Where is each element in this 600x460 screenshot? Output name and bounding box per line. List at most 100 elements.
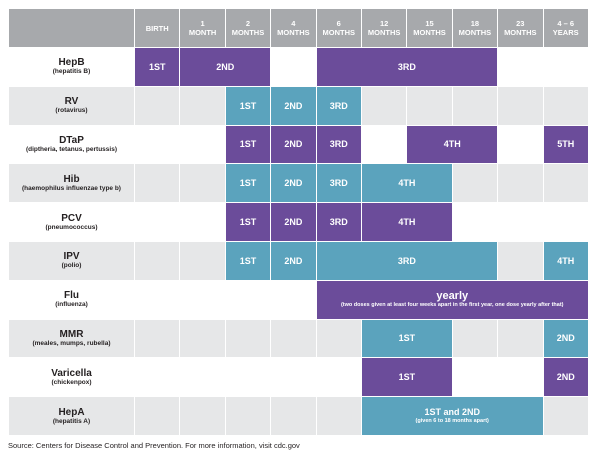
dose-cell: 2ND — [270, 202, 317, 242]
vaccine-name: IPV — [63, 251, 80, 263]
empty-cell — [179, 396, 226, 436]
vaccine-row-varicella: Varicella (chickenpox) 1ST 2ND — [8, 357, 589, 398]
empty-cell — [224, 318, 272, 359]
vaccine-label: MMR (meales, mumps, rubella) — [8, 318, 135, 359]
dose-cell: 2ND — [179, 47, 272, 87]
vaccine-description: (rotavirus) — [55, 107, 88, 115]
dose-cell: 4TH — [360, 163, 453, 204]
dose-cell: 5TH — [542, 124, 589, 165]
vaccine-name: Varicella — [51, 367, 92, 379]
dose-cell: 4TH — [360, 202, 453, 242]
header-label: 18 MONTHS — [458, 19, 492, 37]
empty-cell — [133, 202, 181, 242]
dose-cell: 4TH — [406, 124, 499, 165]
empty-cell — [270, 396, 317, 436]
header-15-months: 15 MONTHS — [406, 8, 453, 48]
header-18-months: 18 MONTHS — [451, 8, 499, 48]
header-label: 12 MONTHS — [367, 19, 401, 37]
empty-cell — [179, 163, 226, 204]
empty-cell — [315, 357, 362, 398]
dose-cell: 3RD — [315, 124, 362, 165]
empty-cell — [179, 85, 226, 126]
empty-cell — [179, 124, 226, 165]
dose-cell: 1ST — [224, 240, 272, 281]
empty-cell — [497, 47, 544, 87]
empty-cell — [133, 357, 181, 398]
vaccine-name: DTaP — [59, 134, 84, 146]
empty-cell — [179, 318, 226, 359]
dose-cell: 1ST — [224, 85, 272, 126]
empty-cell — [179, 202, 226, 242]
empty-cell — [270, 318, 317, 359]
vaccine-row-hepb: HepB (hepatitis B) 1ST 2ND 3RD — [8, 47, 589, 87]
empty-cell — [315, 318, 362, 359]
dose-cell: 1ST — [133, 47, 181, 87]
empty-cell — [224, 396, 272, 436]
header-12-months: 12 MONTHS — [360, 8, 408, 48]
header-2-months: 2 MONTHS — [224, 8, 272, 48]
header-1-month: 1 MONTH — [179, 8, 226, 48]
vaccine-description: (haemophilus influenzae type b) — [22, 184, 121, 192]
header-label: 6 MONTHS — [322, 19, 356, 37]
vaccine-row-hib: Hib (haemophilus influenzae type b) 1ST … — [8, 163, 589, 204]
empty-cell — [451, 357, 499, 398]
empty-cell — [179, 240, 226, 281]
empty-cell — [542, 163, 589, 204]
empty-cell — [133, 124, 181, 165]
empty-cell — [270, 47, 317, 87]
header-label: 1 MONTH — [188, 19, 217, 37]
vaccine-label: Varicella (chickenpox) — [8, 357, 135, 398]
dose-cell: 1ST — [224, 202, 272, 242]
dose-cell: 2ND — [270, 163, 317, 204]
empty-cell — [542, 85, 589, 126]
empty-cell — [497, 357, 544, 398]
vaccine-name: Hib — [63, 173, 80, 185]
vaccine-label: HepA (hepatitis A) — [8, 396, 135, 436]
dose-cell: 4TH — [542, 240, 589, 281]
dose-cell: 1ST — [224, 124, 272, 165]
vaccine-description: (meales, mumps, rubella) — [32, 339, 111, 347]
vaccine-name: HepA — [58, 406, 85, 418]
vaccine-row-hepa: HepA (hepatitis A) 1ST and 2ND (given 6 … — [8, 396, 589, 436]
dose-cell: 2ND — [542, 318, 589, 359]
vaccine-schedule-table: BIRTH 1 MONTH 2 MONTHS 4 MONTHS 6 MONTHS 12 M… — [8, 8, 589, 436]
empty-cell — [133, 396, 181, 436]
empty-cell — [451, 318, 499, 359]
empty-cell — [133, 279, 181, 320]
empty-cell — [497, 85, 544, 126]
empty-cell — [542, 396, 589, 436]
vaccine-description: (influenza) — [55, 301, 88, 309]
dose-cell: 1ST — [224, 163, 272, 204]
header-label: 2 MONTHS — [231, 19, 265, 37]
vaccine-label: IPV (polio) — [8, 240, 135, 281]
header-label: BIRTH — [145, 23, 169, 33]
dose-note: (given 6 to 18 months apart) — [415, 418, 489, 425]
source-note: Source: Centers for Disease Control and … — [8, 441, 300, 450]
empty-cell — [451, 163, 499, 204]
header-label: 15 MONTHS — [413, 19, 446, 37]
header-label: 4 – 6 YEARS — [552, 19, 579, 37]
empty-cell — [406, 85, 453, 126]
vaccine-row-mmr: MMR (meales, mumps, rubella) 1ST 2ND — [8, 318, 589, 359]
vaccine-label: Hib (haemophilus influenzae type b) — [8, 163, 135, 204]
dose-cell: 3RD — [315, 163, 362, 204]
header-4-months: 4 MONTHS — [270, 8, 317, 48]
vaccine-description: (pneumococcus) — [45, 223, 98, 231]
dose-cell: 3RD — [315, 202, 362, 242]
dose-cell: 1ST — [360, 318, 453, 359]
dose-cell: 3RD — [315, 85, 362, 126]
dose-cell: 3RD — [315, 240, 499, 281]
vaccine-description: (hepatitis B) — [52, 68, 91, 76]
empty-cell — [542, 47, 589, 87]
header-corner — [8, 8, 135, 48]
dose-cell: 2ND — [542, 357, 589, 398]
empty-cell — [542, 202, 589, 242]
empty-cell — [360, 85, 408, 126]
vaccine-row-rv: RV (rotavirus) 1ST 2ND 3RD — [8, 85, 589, 126]
empty-cell — [497, 124, 544, 165]
empty-cell — [179, 279, 226, 320]
empty-cell — [451, 85, 499, 126]
empty-cell — [451, 202, 499, 242]
dose-label: yearly — [436, 290, 469, 303]
empty-cell — [497, 318, 544, 359]
